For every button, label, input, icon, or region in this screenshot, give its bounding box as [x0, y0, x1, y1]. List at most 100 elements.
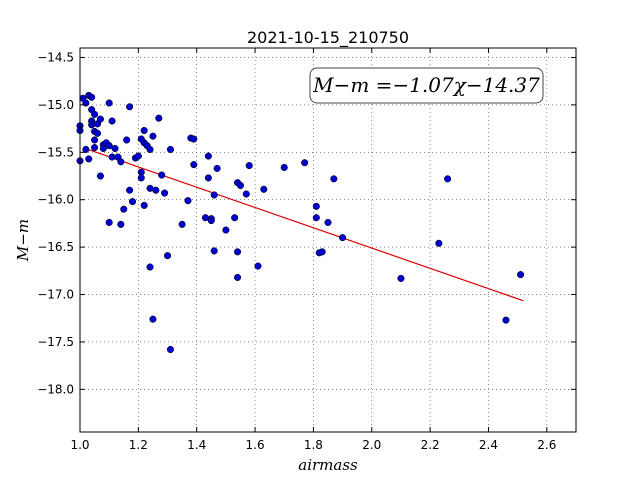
data-point	[88, 93, 96, 101]
data-point	[231, 214, 239, 222]
data-point	[210, 191, 218, 199]
data-point	[245, 162, 253, 170]
data-point	[312, 214, 320, 222]
data-point	[93, 129, 102, 137]
data-point	[91, 144, 99, 152]
data-points	[76, 91, 525, 354]
data-point	[163, 252, 172, 260]
y-tick-label: −17.0	[37, 288, 74, 302]
data-point	[444, 175, 452, 183]
data-point	[184, 197, 192, 205]
data-point	[91, 136, 99, 144]
x-tick-label: 1.4	[187, 438, 206, 452]
data-point	[190, 135, 198, 143]
data-point	[158, 171, 166, 179]
data-point	[105, 99, 113, 107]
data-point	[91, 110, 99, 118]
data-point	[201, 214, 210, 222]
data-point	[502, 316, 510, 324]
data-point	[260, 185, 268, 193]
x-axis-label: airmass	[298, 456, 358, 474]
data-point	[137, 174, 145, 182]
data-point	[96, 115, 104, 123]
fit-line	[85, 148, 524, 302]
plot-frame	[79, 47, 577, 433]
data-point	[324, 218, 332, 227]
x-tick-label: 2.0	[362, 438, 381, 452]
data-point	[210, 247, 218, 255]
data-point	[204, 152, 212, 160]
data-point	[318, 248, 326, 256]
grid-lines	[79, 48, 576, 432]
data-point	[123, 136, 131, 144]
data-point	[207, 217, 215, 225]
x-tick-label: 2.6	[537, 438, 556, 452]
data-point	[222, 226, 230, 234]
data-point	[166, 345, 174, 354]
data-point	[234, 248, 242, 256]
y-tick-label: −16.0	[37, 193, 74, 207]
y-axis-label: M−m	[14, 219, 32, 262]
data-point	[339, 234, 347, 242]
data-point	[204, 174, 212, 182]
data-point	[242, 190, 250, 198]
data-point	[126, 103, 134, 111]
y-axis-ticks: −14.5 −15.0 −15.5 −16.0 −16.5 −17.0 −17.5 −18.0	[37, 50, 576, 396]
x-tick-label: 1.2	[129, 438, 148, 452]
data-point	[280, 163, 288, 172]
data-point	[213, 164, 221, 172]
data-point	[146, 263, 154, 271]
data-point	[99, 144, 107, 153]
fit-line-layer	[85, 148, 524, 302]
data-point	[105, 218, 113, 227]
data-point	[140, 201, 148, 209]
y-tick-label: −18.0	[37, 382, 74, 396]
data-point	[161, 189, 169, 197]
y-tick-label: −16.5	[37, 240, 74, 254]
data-point	[85, 155, 93, 163]
data-point	[82, 145, 90, 154]
x-axis-ticks: 1.0 1.2 1.4 1.6 1.8 2.0 2.2 2.4 2.6	[70, 48, 556, 452]
data-point	[111, 144, 119, 153]
data-point	[190, 161, 198, 169]
data-point	[128, 198, 137, 206]
data-point	[146, 145, 154, 154]
data-point	[105, 142, 113, 150]
data-point	[88, 121, 96, 129]
data-point	[330, 175, 338, 183]
data-point	[117, 220, 125, 228]
fit-equation-label: M−m =−1.07χ−14.37	[312, 73, 540, 97]
data-point	[166, 145, 174, 154]
y-tick-label: −15.5	[37, 145, 74, 159]
x-tick-label: 1.8	[304, 438, 323, 452]
data-point	[140, 126, 148, 135]
data-point	[234, 273, 242, 282]
x-tick-label: 1.6	[246, 438, 265, 452]
data-point	[152, 186, 160, 194]
data-point	[435, 239, 443, 247]
data-point	[134, 152, 142, 160]
fit-equation-box: M−m =−1.07χ−14.37	[309, 67, 544, 104]
data-point	[108, 117, 116, 125]
data-point	[517, 271, 525, 279]
data-point	[96, 172, 104, 180]
x-tick-label: 1.0	[70, 438, 89, 452]
y-tick-label: −14.5	[37, 50, 74, 64]
data-point	[254, 262, 262, 270]
x-tick-label: 2.2	[421, 438, 440, 452]
data-point	[149, 315, 157, 323]
data-point	[120, 205, 128, 213]
data-point	[397, 274, 405, 282]
data-point	[178, 220, 186, 228]
x-tick-label: 2.4	[479, 438, 498, 452]
data-point	[126, 186, 134, 194]
data-point	[149, 132, 157, 140]
data-point	[236, 181, 245, 190]
data-point	[312, 202, 320, 210]
chart-title: 2021-10-15_210750	[247, 28, 409, 48]
y-tick-label: −17.5	[37, 335, 74, 349]
data-point	[155, 114, 163, 122]
y-tick-label: −15.0	[37, 98, 74, 112]
data-point	[301, 159, 309, 167]
